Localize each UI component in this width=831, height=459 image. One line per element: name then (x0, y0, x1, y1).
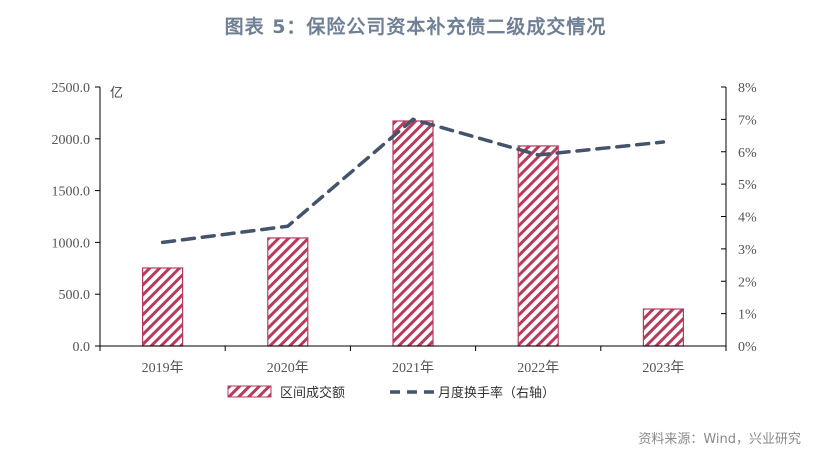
right-tick-label: 4% (738, 211, 757, 226)
bar (267, 237, 309, 347)
left-y-axis: 0.0 500.0 1000.0 1500.0 2000.0 2500.0 亿 (52, 81, 124, 355)
x-tick-label: 2022年 (517, 360, 559, 376)
left-tick-label: 2500.0 (52, 81, 91, 96)
right-tick-label: 3% (738, 243, 757, 258)
right-tick-label: 7% (738, 113, 757, 128)
bar (517, 145, 559, 347)
right-tick-label: 2% (738, 275, 757, 290)
right-tick-label: 1% (738, 308, 757, 323)
left-axis-unit: 亿 (110, 86, 123, 101)
turnover-line (160, 117, 666, 245)
bar (642, 308, 685, 347)
left-tick-label: 500.0 (59, 288, 91, 303)
right-tick-label: 8% (738, 81, 757, 96)
legend-bar-swatch (227, 385, 272, 398)
legend-line-label: 月度换手率（右轴） (438, 385, 555, 401)
left-tick-label: 1000.0 (52, 236, 91, 251)
bar (142, 267, 184, 347)
left-tick-label: 0.0 (73, 340, 91, 355)
chart-title: 图表 5：保险公司资本补充债二级成交情况 (224, 16, 607, 38)
x-tick-label: 2020年 (267, 360, 309, 376)
x-axis: 2019年 2020年 2021年 2022年 2023年 (99, 345, 727, 376)
source-note: 资料来源：Wind，兴业研究 (638, 432, 801, 447)
right-tick-label: 5% (738, 178, 757, 193)
x-tick-label: 2019年 (142, 360, 184, 376)
left-tick-label: 1500.0 (52, 185, 91, 200)
right-tick-label: 0% (738, 340, 757, 355)
right-y-axis: 0% 1% 2% 3% 4% 5% 6% 7% 8% (721, 81, 757, 355)
bar (392, 120, 434, 347)
legend-bar-label: 区间成交额 (280, 385, 345, 401)
left-tick-label: 2000.0 (52, 133, 91, 148)
legend: 区间成交额 月度换手率（右轴） (227, 385, 555, 401)
x-tick-label: 2021年 (392, 360, 434, 376)
line-series (160, 117, 666, 245)
x-tick-label: 2023年 (642, 360, 684, 376)
right-tick-label: 6% (738, 146, 757, 161)
